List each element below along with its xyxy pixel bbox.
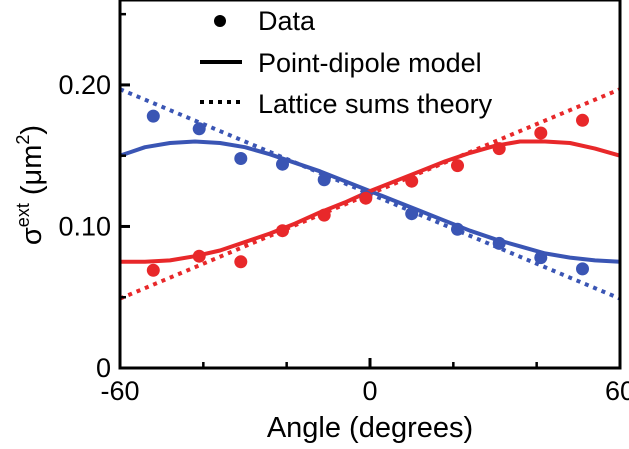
data-point-blue [576, 262, 589, 276]
data-point-blue [192, 122, 206, 136]
data-point-blue [451, 222, 464, 236]
data-point-red [317, 208, 331, 222]
x-tick-label: -60 [100, 376, 139, 406]
legend: Data Point-dipole model Lattice sums the… [200, 6, 493, 119]
data-point-blue [534, 251, 548, 265]
data-point-red [192, 249, 206, 263]
series-layer [119, 87, 621, 301]
x-axis-title: Angle (degrees) [267, 412, 473, 444]
data-point-red [451, 159, 464, 173]
data-point-red [492, 142, 506, 156]
data-point-blue [234, 152, 248, 165]
data-point-red [359, 191, 373, 205]
data-point-blue [317, 173, 331, 187]
y-axis-title-unit-close: ) [16, 125, 48, 135]
data-point-blue [276, 157, 289, 171]
y-tick-label: 0.20 [58, 70, 111, 100]
legend-label-lattice-sums: Lattice sums theory [258, 89, 493, 119]
data-point-blue [405, 207, 419, 221]
data-point-blue [146, 109, 160, 123]
y-tick-label: 0.10 [58, 211, 111, 241]
data-point-red [276, 224, 289, 238]
data-point-blue [492, 236, 506, 250]
data-point-red [234, 255, 248, 269]
x-tick-label: 60 [605, 376, 629, 406]
data-point-red [146, 263, 160, 277]
legend-label-data: Data [258, 6, 316, 36]
data-point-red [576, 113, 589, 127]
data-point-red [534, 126, 548, 140]
y-axis-title: σext (μm2) [13, 125, 48, 245]
legend-label-point-dipole: Point-dipole model [258, 48, 482, 78]
data-point-red [405, 174, 419, 188]
y-axis-title-unit: (μm [16, 145, 48, 204]
y-axis-title-symbol: σ [16, 227, 48, 245]
y-axis-title-unit-exponent: 2 [13, 135, 33, 145]
legend-marker-data [214, 15, 226, 27]
y-tick-label: 0 [96, 353, 111, 383]
x-tick-label: 0 [362, 376, 377, 406]
y-axis-title-superscript: ext [13, 203, 33, 227]
